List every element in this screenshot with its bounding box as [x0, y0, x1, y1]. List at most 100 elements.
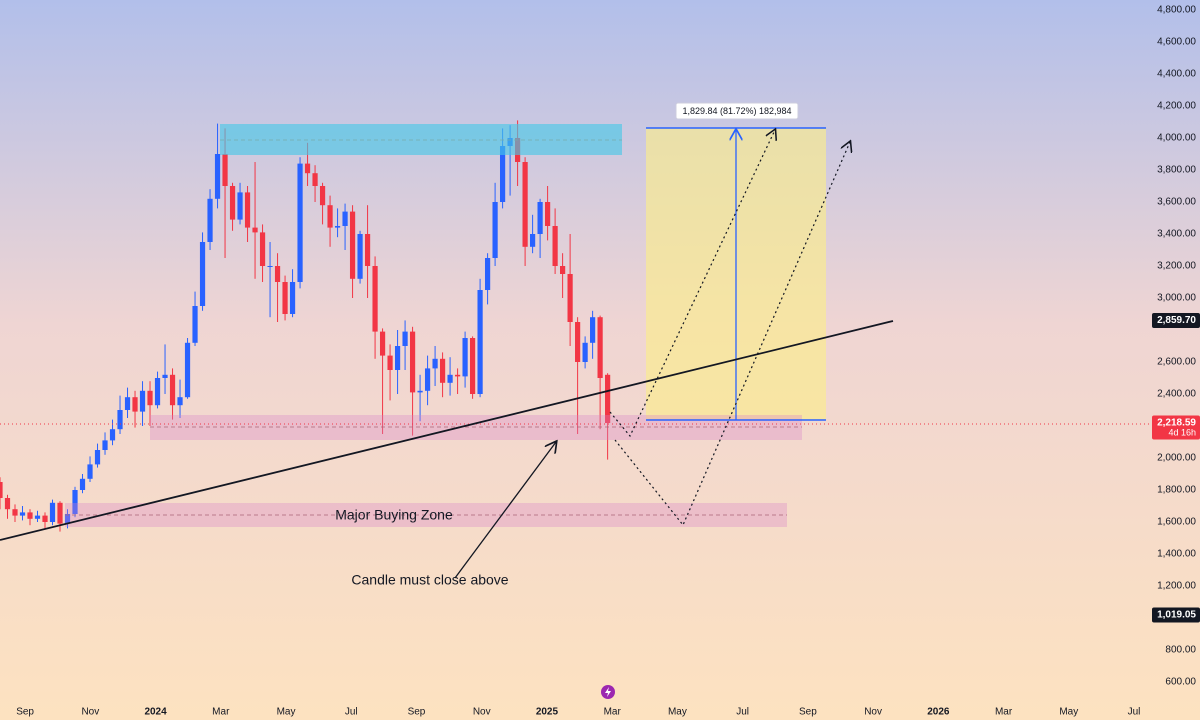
y-tick-label: 3,200.00: [1157, 261, 1196, 272]
candle-body: [349, 211, 356, 279]
x-tick-label: Jul: [736, 707, 749, 718]
candle-body: [72, 490, 78, 514]
candle-body: [402, 331, 408, 346]
y-tick-label: 1,800.00: [1157, 485, 1196, 496]
y-tick-label: 3,400.00: [1157, 229, 1196, 240]
candle-body: [229, 186, 236, 220]
candle-body: [582, 342, 588, 362]
candle-body: [244, 192, 251, 228]
candle-body: [87, 464, 93, 479]
drawings: 1,829.84 (81.72%) 182,984 Major Buying Z…: [0, 102, 1150, 699]
callout-arrow: [454, 442, 556, 579]
candle-body: [109, 429, 116, 441]
resistance-zone: [220, 124, 622, 155]
candle-body: [439, 358, 446, 383]
candle-body: [4, 498, 11, 510]
y-tick-label: 2,600.00: [1157, 357, 1196, 368]
candle-body: [27, 512, 33, 519]
y-tick-label: 2,400.00: [1157, 389, 1196, 400]
y-tick-label: 3,600.00: [1157, 197, 1196, 208]
x-tick-label: 2024: [144, 707, 167, 718]
candle-body: [447, 374, 453, 383]
axes: 600.00 800.00 1,200.00 1,400.00 1,600.00 1,80…: [16, 5, 1200, 718]
candle-body: [432, 358, 438, 369]
candle-body: [177, 397, 183, 406]
price-marker-label: 2,859.70: [1157, 315, 1196, 326]
y-tick-label: 1,200.00: [1157, 581, 1196, 592]
x-tick-label: Mar: [995, 707, 1013, 718]
price-marker-label: 1,019.05: [1157, 610, 1196, 621]
candle-body: [469, 338, 476, 394]
candle-body: [334, 226, 341, 228]
y-tick-label: 600.00: [1165, 677, 1196, 688]
x-tick-label: 2025: [536, 707, 559, 718]
y-tick-label: 1,400.00: [1157, 549, 1196, 560]
candle-body: [499, 146, 506, 202]
candle-body: [259, 232, 266, 266]
x-tick-label: Sep: [799, 707, 817, 718]
candle-body: [394, 346, 401, 370]
candle-body: [192, 306, 198, 343]
x-tick-label: Mar: [604, 707, 622, 718]
x-tick-label: Jul: [345, 707, 358, 718]
callout-label: Candle must close above: [351, 572, 508, 588]
price-marker: [1152, 312, 1200, 328]
candle-body: [364, 234, 371, 266]
candle-body: [132, 397, 138, 412]
trendline: [0, 320, 894, 541]
candle-body: [560, 266, 566, 274]
candle-body: [575, 322, 581, 362]
candle-body: [477, 290, 483, 394]
candle-body: [19, 512, 26, 516]
candle-body: [484, 258, 491, 290]
candle-body: [184, 342, 191, 398]
price-marker-label: 2,218.59: [1157, 418, 1196, 429]
candle-body: [49, 502, 56, 522]
y-tick-label: 4,800.00: [1157, 5, 1196, 16]
projection-path: [609, 130, 775, 438]
candle-body: [42, 515, 48, 522]
projection-path: [614, 142, 850, 527]
candle-body: [79, 478, 86, 490]
candle-body: [297, 163, 303, 282]
candle-body: [124, 397, 131, 410]
x-tick-label: May: [1059, 707, 1078, 718]
candle-body: [0, 482, 3, 498]
candle-body: [522, 162, 528, 247]
candle-body: [372, 266, 378, 332]
candle-body: [552, 226, 558, 266]
candle-body: [379, 331, 386, 356]
price-marker: [1152, 415, 1200, 440]
measure-label: 1,829.84 (81.72%) 182,984: [682, 106, 791, 116]
candle-body: [199, 242, 206, 306]
candle-body: [327, 205, 333, 228]
candle-body: [117, 410, 123, 430]
candle-body: [597, 317, 603, 378]
candle-body: [282, 282, 288, 314]
candles: [0, 120, 611, 532]
candle-body: [462, 338, 468, 377]
candle-body: [417, 390, 423, 393]
candle-body: [590, 317, 596, 343]
candle-body: [139, 390, 146, 412]
candle-body: [147, 390, 153, 406]
x-tick-label: 2026: [927, 707, 950, 718]
x-tick-label: Nov: [864, 707, 882, 718]
x-tick-label: Nov: [473, 707, 491, 718]
zone-label: Major Buying Zone: [335, 507, 453, 523]
candle-body: [424, 368, 431, 391]
y-tick-label: 4,000.00: [1157, 133, 1196, 144]
candle-body: [94, 450, 101, 465]
y-tick-label: 2,000.00: [1157, 453, 1196, 464]
candle-body: [312, 173, 318, 186]
y-tick-label: 4,200.00: [1157, 101, 1196, 112]
candle-body: [34, 515, 41, 519]
candle-body: [12, 509, 18, 516]
y-tick-label: 3,000.00: [1157, 293, 1196, 304]
candle-body: [64, 514, 71, 524]
y-tick-label: 1,600.00: [1157, 517, 1196, 528]
candle-body: [162, 374, 168, 378]
candle-body: [492, 202, 498, 258]
candle-body: [409, 331, 416, 393]
